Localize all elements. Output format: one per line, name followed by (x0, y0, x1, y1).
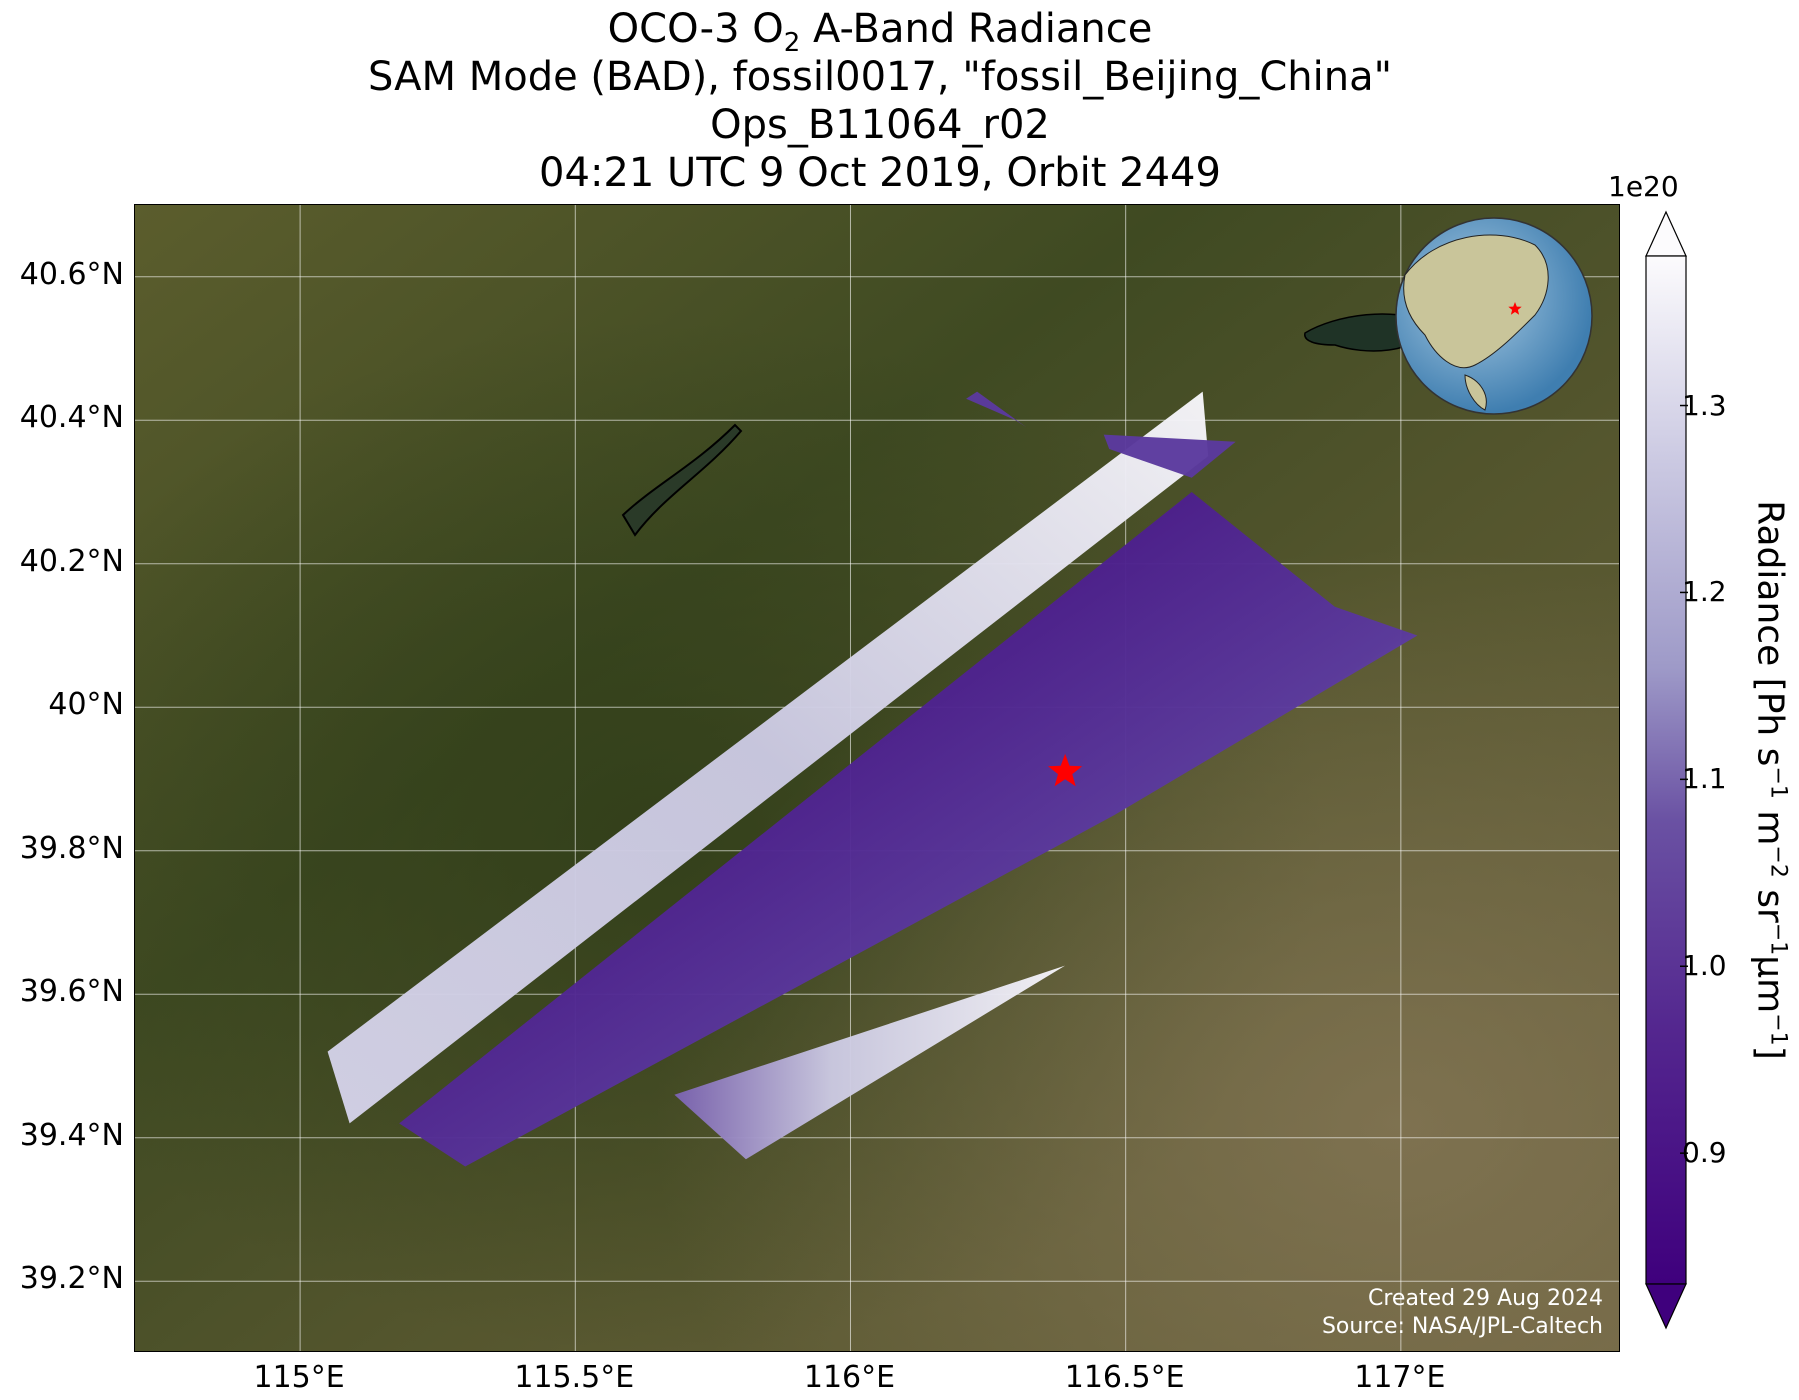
x-tick-label: 115°E (253, 1360, 345, 1395)
colorbar-tick-label: 1.3 (1682, 388, 1727, 422)
y-tick-label: 40.6°N (19, 256, 124, 292)
x-tick-label: 115.5°E (514, 1360, 635, 1395)
globe-star-icon (1508, 302, 1522, 315)
colorbar-tick-marks (1680, 404, 1688, 1154)
title-line-1-prefix: OCO-3 O (607, 6, 784, 52)
colorbar-label-main: Radiance [Ph s (1749, 500, 1791, 767)
globe-land (1403, 234, 1549, 369)
title-line-2: SAM Mode (BAD), fossil0017, "fossil_Beij… (367, 54, 1392, 100)
swath-layer (327, 391, 1418, 1167)
colorbar-label: Radiance [Ph s−1 m−2 sr−1μm−1] (1749, 500, 1791, 1060)
gridlines (135, 205, 1619, 1351)
credits-source: Source: NASA/JPL-Caltech (1321, 1314, 1603, 1339)
credits: Created 29 Aug 2024 Source: NASA/JPL-Cal… (1322, 1285, 1603, 1341)
colorbar-tick-label: 1.0 (1682, 949, 1727, 983)
colorbar-extend-top (1645, 210, 1687, 257)
inset-globe (1395, 217, 1593, 415)
swath-lower-swath (674, 965, 1066, 1160)
target-star-icon (1048, 753, 1083, 787)
y-tick-label: 39.8°N (19, 830, 124, 866)
colorbar-body (1645, 255, 1687, 1285)
colorbar (1645, 210, 1688, 1330)
colorbar-tick-label: 0.9 (1682, 1136, 1727, 1170)
colorbar-extend-bottom (1645, 1283, 1687, 1330)
credits-created: Created 29 Aug 2024 (1368, 1286, 1603, 1311)
y-tick-label: 39.4°N (19, 1117, 124, 1153)
y-tick-label: 40°N (48, 687, 124, 723)
title-line-1: OCO-3 O2 A-Band Radiance (0, 6, 1760, 66)
colorbar-tick-label: 1.1 (1682, 762, 1727, 796)
swath-upper-swath (327, 391, 1209, 1124)
y-tick-label: 40.2°N (19, 543, 124, 579)
map-panel[interactable]: Created 29 Aug 2024 Source: NASA/JPL-Cal… (134, 204, 1620, 1352)
y-tick-label: 39.2°N (19, 1261, 124, 1297)
x-tick-label: 116.5°E (1064, 1360, 1185, 1395)
swath-small-strip-2 (1103, 434, 1236, 478)
title-line-4: 04:21 UTC 9 Oct 2019, Orbit 2449 (539, 150, 1221, 196)
swath-small-strip-1 (966, 391, 1027, 428)
colorbar-exponent: 1e20 (1608, 170, 1679, 203)
title-line-3: Ops_B11064_r02 (710, 102, 1050, 148)
y-tick-label: 40.4°N (19, 400, 124, 436)
title-subscript: 2 (783, 28, 801, 58)
swath-main-swath (399, 492, 1418, 1167)
colorbar-tick-label: 1.2 (1682, 575, 1727, 609)
title-line-1-suffix: A-Band Radiance (800, 6, 1153, 52)
x-tick-label: 117°E (1354, 1360, 1446, 1395)
reservoir-outline (621, 423, 743, 537)
map-canvas (135, 205, 1619, 1351)
x-tick-label: 116°E (803, 1360, 896, 1395)
y-tick-label: 39.6°N (19, 974, 124, 1010)
globe-land-south (1464, 374, 1487, 411)
target-marker (1048, 753, 1083, 787)
